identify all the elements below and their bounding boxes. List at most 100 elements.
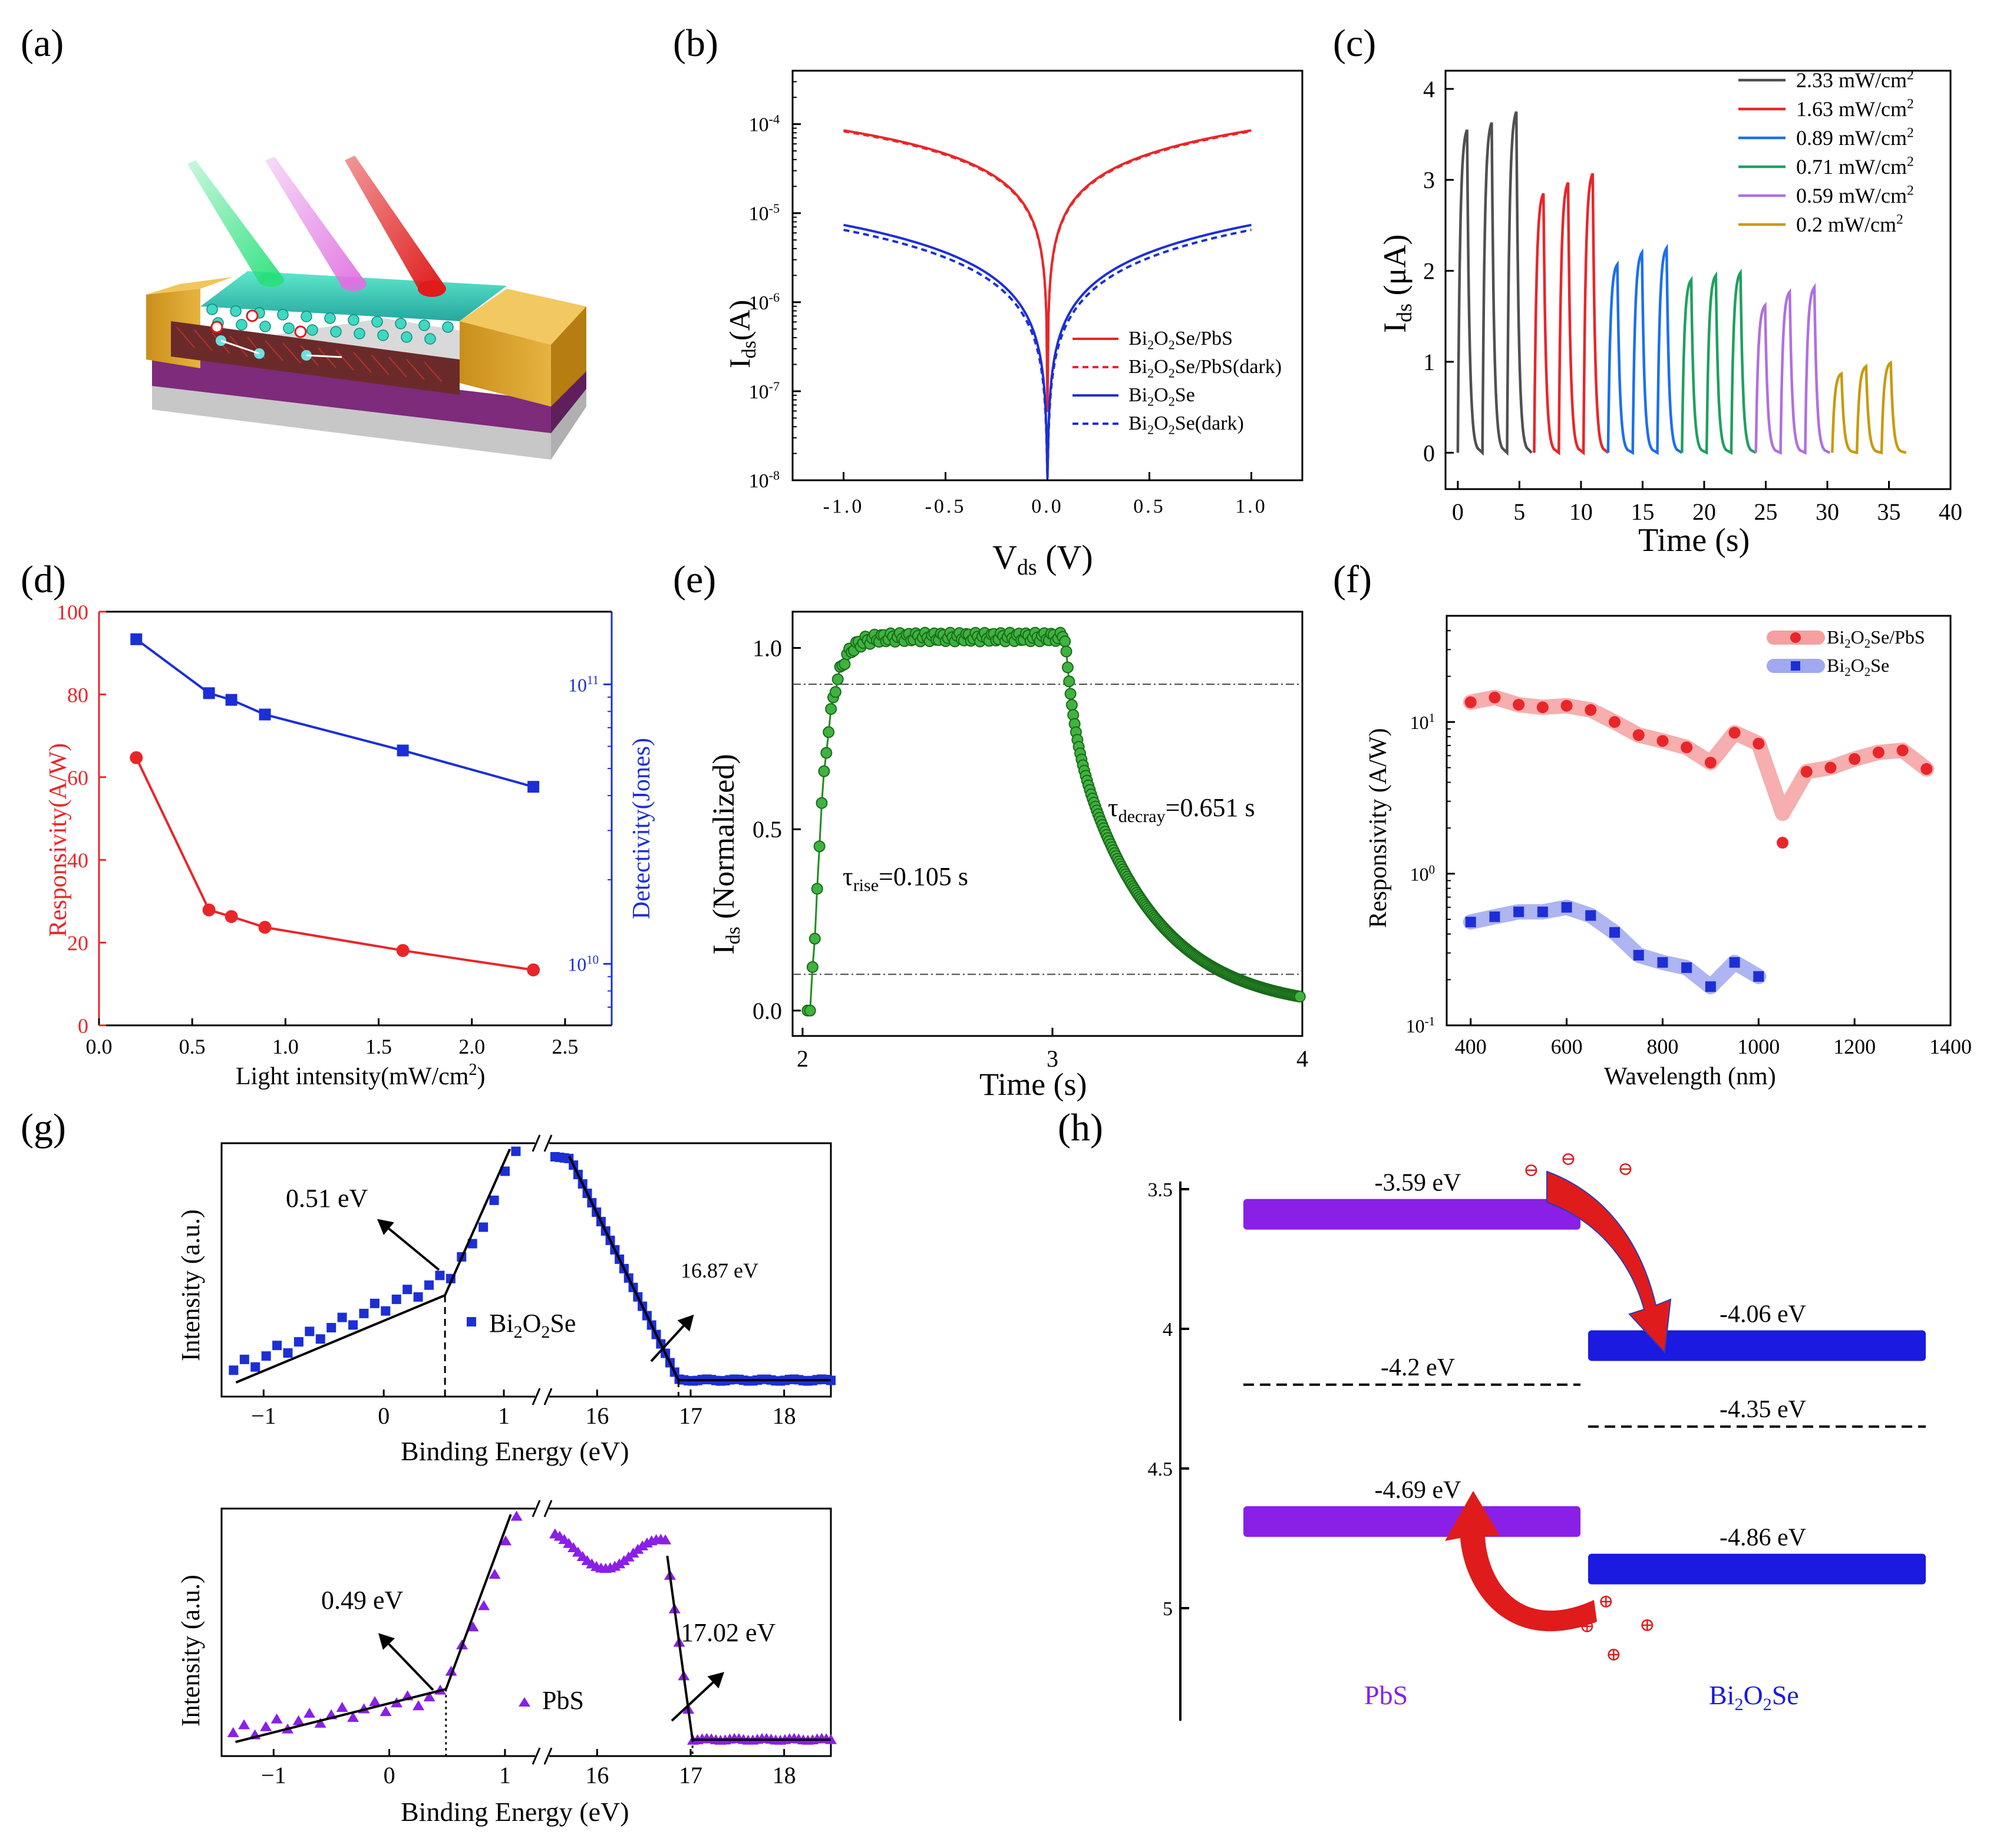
x-tick-label: 2.5	[552, 1035, 578, 1058]
substrate-side	[152, 386, 551, 460]
axis-break	[532, 1388, 541, 1405]
axis-ticks: −1 0 1 16 17 18	[261, 1500, 796, 1788]
legend-label: 2.33 mW/cm2	[1796, 67, 1914, 92]
x-axis-label: Light intensity(mW/cm2)	[236, 1061, 485, 1090]
data-point	[1560, 699, 1573, 712]
data-point	[435, 1270, 445, 1281]
data-point	[413, 1292, 423, 1302]
data-point	[806, 961, 819, 974]
x-tick-label: 0	[384, 1762, 395, 1788]
axis-ticks: 0.0 0.5 1.0 1.5 2.0 2.5 0 20 40 60 80 100 1010 1011	[57, 600, 612, 1058]
data-point	[337, 1312, 347, 1322]
y-tick-label: 10-7	[749, 379, 780, 403]
responsivity-point	[527, 963, 540, 976]
fit-line	[235, 1688, 447, 1744]
y-tick-label: 101	[1410, 711, 1435, 733]
y-tick-label: 0	[1423, 440, 1435, 466]
data-point	[1920, 763, 1933, 775]
y-tick-label: 1	[1423, 349, 1435, 375]
pbs-spheres	[206, 303, 454, 345]
hole-transfer-arrow	[1445, 1491, 1597, 1632]
x-tick-label: 18	[773, 1762, 796, 1788]
x-tick-label: 600	[1551, 1035, 1583, 1058]
axis-break-mask	[535, 1135, 549, 1151]
annotation-arrowhead	[677, 1314, 694, 1332]
legend-label: Bi2O2Se/PbS	[1128, 328, 1233, 352]
responsivity-point	[396, 943, 410, 957]
oxide-right	[551, 365, 586, 433]
y-tick-label: 0.5	[753, 816, 782, 843]
responsivity-point	[225, 910, 238, 923]
x-axis-label: Time (s)	[1638, 522, 1750, 559]
detectivity-point	[203, 687, 215, 699]
data-point	[816, 797, 828, 809]
detectivity-point	[130, 633, 143, 645]
spectral-chart: 400 600 800 1000 1200 1400 10-1 100 101 Bi2O2Se/…	[1365, 615, 1972, 1090]
data-point	[1064, 688, 1077, 700]
y-tick-label: 3.5	[1148, 1179, 1173, 1201]
annotation-arrowhead	[378, 1633, 395, 1650]
data-point	[510, 1510, 523, 1521]
data-point	[303, 1707, 316, 1718]
y-axis-label: Responsivity (A/W)	[1365, 728, 1392, 928]
axis-ticks: 400 600 800 1000 1200 1400 10-1 100 101	[1406, 615, 1972, 1058]
data-point	[369, 1696, 381, 1707]
panel-label-h: (h)	[1058, 1106, 1103, 1149]
legend: Bi2O2Se	[467, 1309, 576, 1342]
annotation-left: 0.49 eV	[321, 1586, 404, 1615]
series-band	[1463, 899, 1767, 995]
x-tick-label: 30	[1816, 499, 1839, 525]
data-point	[1728, 727, 1741, 739]
x-tick-label: 400	[1455, 1035, 1487, 1058]
data-point	[1060, 645, 1072, 658]
annotation-right: 16.87 eV	[681, 1259, 758, 1282]
data-point	[292, 1715, 305, 1725]
data-point	[1633, 949, 1644, 961]
responsivity-detectivity-chart: 0.0 0.5 1.0 1.5 2.0 2.5 0 20 40 60 80 100 1010 1011 L…	[45, 600, 655, 1090]
data-point	[1681, 962, 1692, 974]
panel-labels: (a) (b) (c) (d) (e) (f) (g) (h)	[21, 22, 1376, 1149]
x-tick-label: 0	[1452, 499, 1464, 525]
x-tick-label: -1.0	[823, 496, 864, 517]
legend-label: 0.89 mW/cm2	[1796, 125, 1914, 150]
axis-ticks: −1 0 1 16 17 18	[251, 1134, 796, 1429]
y-tick-label-right: 1011	[568, 674, 599, 695]
data-point	[359, 1308, 369, 1318]
material-label-right: Bi2O2Se	[1709, 1680, 1799, 1714]
rise-time-annotation: τrise=0.105 s	[843, 862, 968, 895]
data-point	[489, 1195, 499, 1205]
data-point	[825, 703, 837, 715]
x-tick-label: 16	[585, 1762, 609, 1788]
data-point	[1753, 737, 1765, 750]
axis-break	[543, 1388, 553, 1405]
data-point	[336, 1702, 348, 1712]
responsivity-point	[258, 920, 272, 934]
axis-break-mask	[535, 1748, 549, 1764]
data-point	[1513, 906, 1524, 918]
electron-symbol: ⊖	[1570, 1185, 1586, 1206]
y-axis-label: Intensity (a.u.)	[176, 1209, 205, 1361]
energy-level-label: -4.69 eV	[1375, 1477, 1461, 1504]
data-point	[424, 1280, 434, 1290]
data-point	[1896, 744, 1909, 757]
legend-marker	[1791, 661, 1800, 671]
x-tick-label: 17	[679, 1402, 702, 1429]
x-tick-label: 16	[585, 1402, 609, 1429]
panel-label-g: (g)	[21, 1106, 66, 1149]
annotation-arrow	[671, 1681, 714, 1722]
series-line	[1456, 111, 1533, 456]
charge-carriers	[210, 309, 342, 361]
axis-break-mask	[535, 1500, 549, 1517]
data-point	[229, 1365, 239, 1375]
annotation-arrowhead	[707, 1672, 725, 1689]
axis-break	[532, 1134, 541, 1152]
x-tick-label: 20	[1692, 499, 1716, 525]
y-axis-label: Ids (Normalized)	[707, 754, 744, 955]
rise-decay-chart: 2 3 4 0.0 0.5 1.0 τrise=0.105 s τdecray=0.651…	[707, 610, 1308, 1102]
series-line	[1754, 283, 1831, 455]
electron-symbol: ⊖	[1523, 1159, 1539, 1180]
hole-symbol: ⊕	[1579, 1615, 1595, 1636]
y-tick-label: 4	[1163, 1319, 1173, 1341]
responsivity-point	[130, 751, 143, 764]
